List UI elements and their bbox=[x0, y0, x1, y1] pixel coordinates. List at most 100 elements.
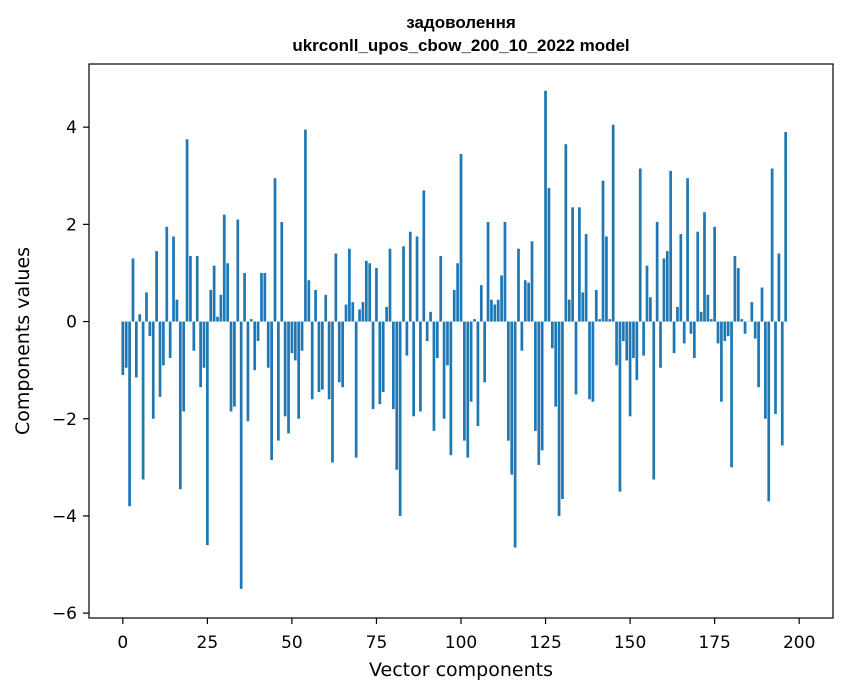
bar-122 bbox=[534, 321, 537, 431]
chart-title-line2: ukrconll_upos_cbow_200_10_2022 model bbox=[292, 36, 629, 55]
bar-117 bbox=[517, 248, 520, 322]
bar-20 bbox=[189, 255, 192, 322]
bar-47 bbox=[280, 221, 284, 322]
bar-137 bbox=[584, 234, 588, 322]
bar-189 bbox=[760, 287, 764, 322]
bar-114 bbox=[506, 321, 510, 441]
bar-81 bbox=[395, 321, 399, 470]
bar-107 bbox=[483, 321, 487, 383]
bar-132 bbox=[567, 299, 571, 322]
y-tick-label: 4 bbox=[66, 118, 77, 138]
bar-172 bbox=[703, 212, 706, 322]
bar-19 bbox=[185, 139, 189, 322]
bar-144 bbox=[608, 319, 612, 322]
bar-74 bbox=[371, 321, 375, 410]
bar-176 bbox=[716, 321, 720, 344]
bar-101 bbox=[463, 321, 466, 441]
bar-8 bbox=[148, 321, 152, 337]
bar-31 bbox=[226, 263, 230, 322]
bar-124 bbox=[540, 321, 544, 451]
bar-130 bbox=[561, 321, 564, 499]
bar-129 bbox=[557, 321, 561, 516]
x-tick-label: 150 bbox=[614, 633, 646, 653]
bar-157 bbox=[652, 321, 656, 480]
bar-72 bbox=[364, 260, 368, 322]
bar-195 bbox=[780, 321, 784, 446]
bar-139 bbox=[591, 321, 595, 402]
bar-121 bbox=[530, 241, 534, 322]
bar-67 bbox=[348, 248, 351, 322]
bar-12 bbox=[162, 321, 165, 366]
bar-182 bbox=[736, 268, 740, 322]
bar-131 bbox=[564, 144, 568, 322]
bar-56 bbox=[310, 321, 314, 400]
y-axis-label: Components values bbox=[12, 247, 34, 435]
bar-190 bbox=[764, 321, 767, 419]
bar-26 bbox=[209, 289, 213, 322]
x-tick-label: 75 bbox=[366, 633, 388, 653]
bar-69 bbox=[354, 321, 358, 458]
bar-59 bbox=[320, 321, 324, 390]
bar-120 bbox=[527, 282, 530, 322]
bar-146 bbox=[615, 321, 618, 366]
bar-174 bbox=[709, 319, 713, 322]
x-tick-label: 175 bbox=[698, 633, 730, 653]
bar-110 bbox=[493, 304, 497, 322]
bar-1 bbox=[124, 321, 128, 368]
bar-133 bbox=[571, 207, 574, 322]
bar-134 bbox=[574, 321, 578, 395]
bar-143 bbox=[605, 236, 608, 322]
bar-108 bbox=[486, 221, 490, 322]
bar-43 bbox=[266, 321, 270, 368]
bar-73 bbox=[368, 263, 372, 322]
bar-118 bbox=[520, 321, 524, 351]
bar-152 bbox=[635, 321, 639, 380]
bar-97 bbox=[449, 321, 453, 456]
bar-23 bbox=[199, 321, 202, 388]
bar-51 bbox=[293, 321, 297, 361]
bar-9 bbox=[151, 321, 155, 419]
bar-58 bbox=[317, 321, 321, 393]
y-tick-label: 0 bbox=[66, 313, 77, 333]
bar-147 bbox=[618, 321, 622, 492]
bar-85 bbox=[408, 231, 412, 322]
bar-36 bbox=[243, 272, 246, 322]
bar-127 bbox=[550, 321, 554, 349]
bar-4 bbox=[134, 321, 138, 378]
bar-57 bbox=[314, 289, 317, 322]
bar-34 bbox=[236, 219, 240, 322]
bar-103 bbox=[469, 321, 473, 402]
bar-series bbox=[121, 90, 788, 589]
bar-41 bbox=[260, 272, 263, 322]
bar-65 bbox=[341, 321, 344, 388]
bar-156 bbox=[649, 297, 652, 322]
bar-150 bbox=[628, 321, 632, 417]
bar-175 bbox=[713, 226, 716, 322]
chart-title-line1: задоволення bbox=[406, 13, 516, 32]
bar-94 bbox=[439, 255, 443, 322]
bar-161 bbox=[665, 251, 669, 322]
bar-194 bbox=[777, 253, 781, 322]
bar-138 bbox=[588, 321, 591, 400]
bar-180 bbox=[730, 321, 733, 468]
bar-145 bbox=[611, 124, 615, 322]
bar-104 bbox=[473, 319, 476, 322]
bar-61 bbox=[327, 321, 331, 400]
bar-25 bbox=[206, 321, 209, 546]
bar-100 bbox=[459, 153, 463, 322]
bar-112 bbox=[500, 275, 503, 322]
bar-54 bbox=[304, 129, 307, 322]
bar-7 bbox=[145, 292, 148, 322]
bar-154 bbox=[642, 321, 645, 356]
bar-165 bbox=[679, 234, 683, 322]
bar-5 bbox=[138, 314, 142, 322]
bar-82 bbox=[398, 321, 402, 516]
bar-21 bbox=[192, 321, 196, 351]
x-tick-label: 100 bbox=[445, 633, 477, 653]
bar-38 bbox=[249, 319, 253, 322]
bar-123 bbox=[537, 321, 541, 465]
bar-17 bbox=[178, 321, 182, 490]
bar-60 bbox=[324, 294, 328, 322]
bar-184 bbox=[743, 321, 747, 334]
